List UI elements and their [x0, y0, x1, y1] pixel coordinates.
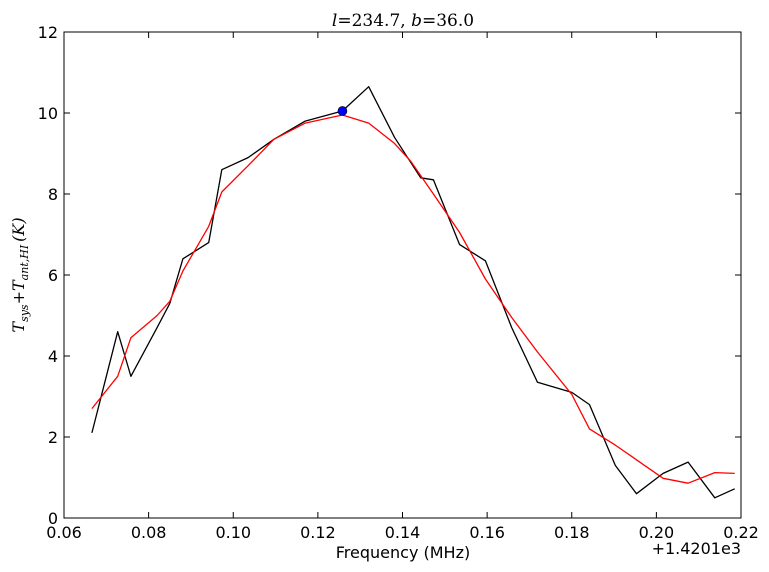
marker-layer [337, 106, 348, 116]
y-tick-label: 4 [48, 347, 58, 366]
ylabel-ant: ant,HI [18, 244, 31, 280]
x-offset-label: +1.4201e3 [652, 539, 741, 558]
x-axis-label: Frequency (MHz) [336, 543, 470, 562]
y-tick-label: 8 [48, 185, 58, 204]
y-axis-label: Tsys+Tant,HI(K) [9, 217, 31, 332]
chart-title: l=234.7, b=36.0 [332, 11, 474, 31]
title-b-value: 36.0 [436, 11, 474, 31]
title-l-symbol: l [332, 11, 337, 31]
x-tick-label: 0.16 [469, 523, 505, 542]
title-eq2: = [422, 11, 436, 31]
x-tick-label: 0.06 [46, 523, 82, 542]
plot-frame [63, 31, 742, 519]
ylabel-t: T [9, 321, 28, 333]
series-line-1 [91, 86, 735, 499]
ylabel-unit: (K) [9, 217, 28, 241]
ylabel-plus: + [9, 291, 28, 304]
title-separator: , [400, 11, 411, 31]
series-line-2 [91, 114, 735, 484]
label-layer: 0.06 0.08 0.10 0.12 0.14 0.16 0.18 0.20 0.22 0 2 4 6… [38, 23, 759, 542]
x-tick-label: 0.14 [385, 523, 421, 542]
x-tick-label: 0.20 [639, 523, 675, 542]
ylabel-sys: sys [18, 304, 31, 322]
x-tick-label: 0.12 [300, 523, 336, 542]
y-tick-label: 10 [38, 104, 58, 123]
x-tick-label: 0.18 [554, 523, 590, 542]
ylabel-t2: T [9, 279, 28, 291]
x-tick-label: 0.10 [215, 523, 251, 542]
y-tick-label: 6 [48, 266, 58, 285]
peak-marker [337, 106, 348, 116]
y-tick-label: 0 [48, 509, 58, 528]
series-layer [91, 86, 735, 499]
tick-layer [63, 31, 742, 519]
x-tick-label: 0.22 [723, 523, 759, 542]
y-tick-label: 2 [48, 428, 58, 447]
title-eq1: = [337, 11, 351, 31]
x-tick-label: 0.08 [131, 523, 167, 542]
title-b-symbol: b [411, 11, 422, 31]
title-l-value: 234.7 [352, 11, 401, 31]
y-tick-label: 12 [38, 23, 58, 42]
